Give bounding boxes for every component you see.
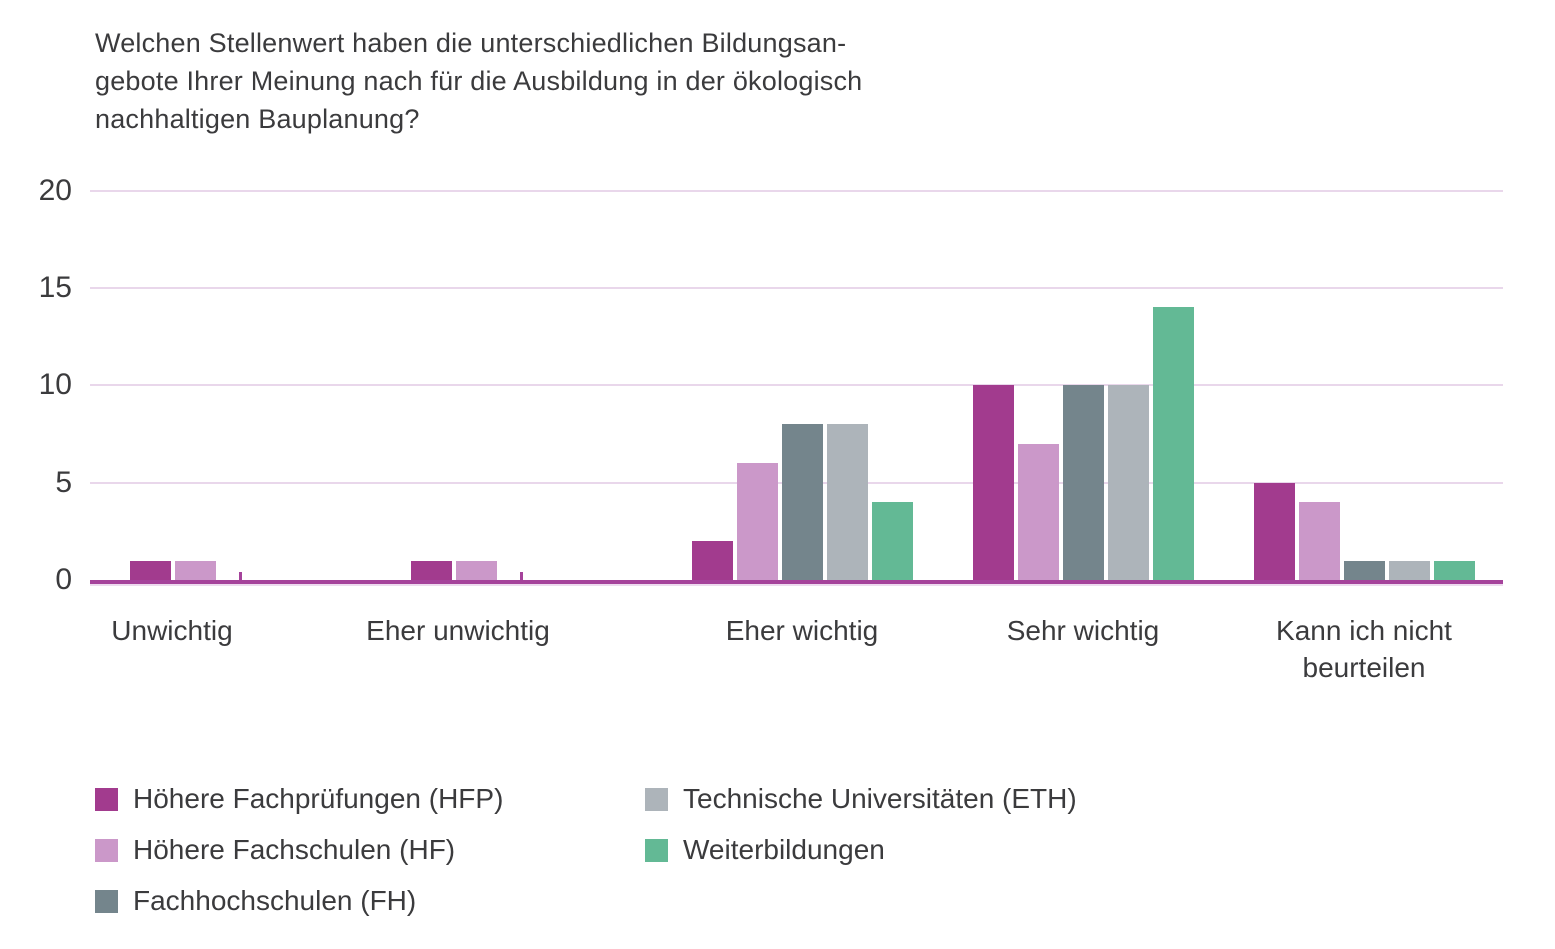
bar (1153, 307, 1194, 580)
gridline (90, 384, 1503, 387)
legend-label: Weiterbildungen (683, 834, 885, 865)
legend-label: Höhere Fachprüfungen (HFP) (133, 783, 504, 814)
bar (872, 502, 913, 580)
legend-label: Höhere Fachschulen (HF) (133, 834, 456, 865)
legend-label: Fachhochschulen (FH) (133, 885, 417, 916)
y-axis-label: 5 (55, 465, 72, 499)
bar (130, 561, 171, 580)
y-axis-label: 15 (38, 270, 72, 304)
bar (1299, 502, 1340, 580)
bar (782, 424, 823, 580)
bar (1254, 483, 1295, 580)
x-axis-label: Eher unwichtig (366, 615, 550, 646)
legend-item: Fachhochschulen (FH) (95, 885, 416, 917)
y-axis-label: 0 (55, 563, 72, 596)
y-axis-label: 10 (38, 368, 72, 402)
chart-title: Welchen Stellenwert haben die unterschie… (95, 28, 863, 134)
legend-item: Höhere Fachprüfungen (HFP) (95, 783, 503, 815)
legend-swatch (645, 838, 668, 862)
bar (1434, 561, 1475, 580)
y-axis-label: 20 (38, 173, 72, 207)
gridline (90, 189, 1503, 192)
legend-swatch (95, 838, 118, 862)
gridline (90, 286, 1503, 289)
bar (973, 385, 1014, 580)
bar (1389, 561, 1430, 580)
bar (827, 424, 868, 580)
bar (692, 541, 733, 580)
legend-item: Technische Universitäten (ETH) (645, 783, 1077, 815)
legend-swatch (95, 889, 118, 913)
x-axis-label: Unwichtig (111, 615, 233, 646)
bar (737, 463, 778, 580)
legend-swatch (645, 787, 668, 811)
x-axis-label: Kann ich nicht beurteilen (1276, 615, 1452, 683)
legend-item: Höhere Fachschulen (HF) (95, 834, 455, 866)
axis-tick (238, 572, 242, 580)
bar (456, 561, 497, 580)
legend-swatch (95, 787, 118, 811)
bar (1344, 561, 1385, 580)
x-axis-label: Eher wichtig (725, 615, 879, 646)
bar (1018, 444, 1059, 580)
bar (1063, 385, 1104, 580)
x-axis-label: Sehr wichtig (1006, 615, 1160, 646)
legend-item: Weiterbildungen (645, 834, 885, 866)
bar (175, 561, 216, 580)
x-axis-line (90, 580, 1503, 584)
axis-tick (519, 572, 523, 580)
legend-label: Technische Universitäten (ETH) (683, 783, 1077, 814)
bar (411, 561, 452, 580)
bar (1108, 385, 1149, 580)
x-axis-subline (90, 584, 1503, 586)
